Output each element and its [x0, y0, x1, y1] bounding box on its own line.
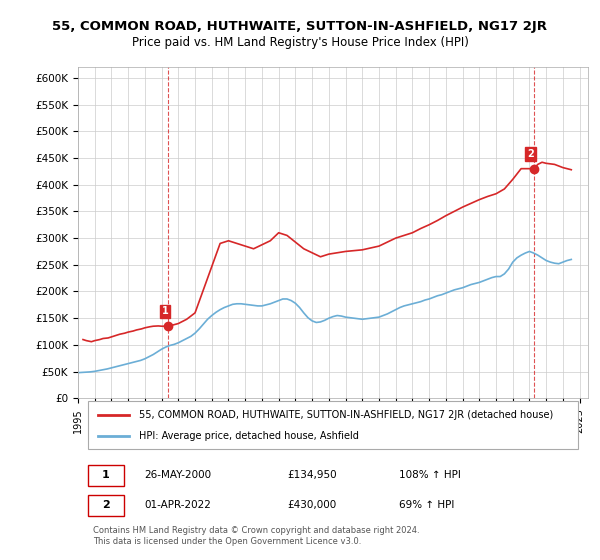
Text: 1: 1 — [161, 306, 169, 316]
Text: 2: 2 — [527, 149, 534, 159]
Text: 2: 2 — [102, 500, 110, 510]
Text: 01-APR-2022: 01-APR-2022 — [145, 500, 211, 510]
Text: 108% ↑ HPI: 108% ↑ HPI — [400, 470, 461, 480]
Text: HPI: Average price, detached house, Ashfield: HPI: Average price, detached house, Ashf… — [139, 431, 359, 441]
Text: 69% ↑ HPI: 69% ↑ HPI — [400, 500, 455, 510]
Text: 26-MAY-2000: 26-MAY-2000 — [145, 470, 211, 480]
Text: Price paid vs. HM Land Registry's House Price Index (HPI): Price paid vs. HM Land Registry's House … — [131, 36, 469, 49]
Text: Contains HM Land Registry data © Crown copyright and database right 2024.
This d: Contains HM Land Registry data © Crown c… — [94, 526, 420, 545]
Text: £430,000: £430,000 — [287, 500, 337, 510]
FancyBboxPatch shape — [88, 494, 124, 516]
Text: 55, COMMON ROAD, HUTHWAITE, SUTTON-IN-ASHFIELD, NG17 2JR: 55, COMMON ROAD, HUTHWAITE, SUTTON-IN-AS… — [53, 20, 548, 32]
FancyBboxPatch shape — [88, 402, 578, 450]
FancyBboxPatch shape — [88, 465, 124, 486]
Text: 1: 1 — [102, 470, 110, 480]
Text: £134,950: £134,950 — [287, 470, 337, 480]
Text: 55, COMMON ROAD, HUTHWAITE, SUTTON-IN-ASHFIELD, NG17 2JR (detached house): 55, COMMON ROAD, HUTHWAITE, SUTTON-IN-AS… — [139, 410, 553, 420]
